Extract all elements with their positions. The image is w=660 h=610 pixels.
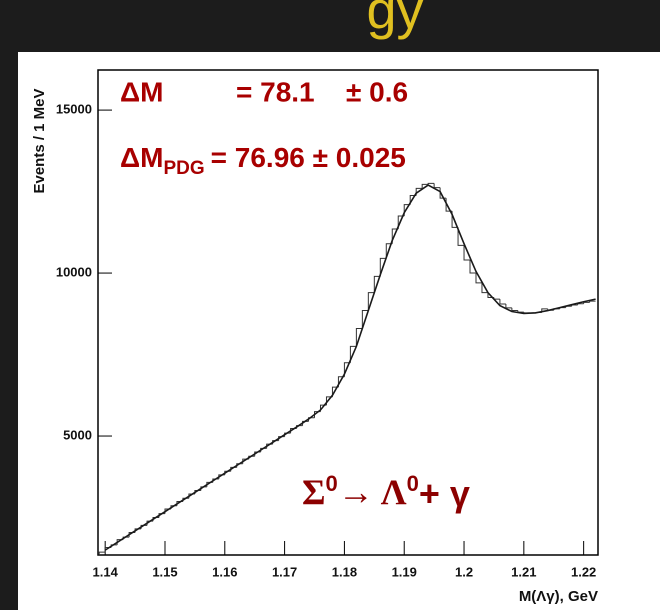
delta-m-pdg-symbol: ΔM xyxy=(120,142,163,173)
x-tick-label: 1.14 xyxy=(93,564,119,579)
marks: 1.14 1.15 1.16 1.17 1.18 1.19 1.2 1.21 1.22 5000 1… xyxy=(56,102,596,580)
histogram-bin xyxy=(98,551,106,555)
delta-m-pdg: ΔMPDG = 76.96 ± 0.025 xyxy=(120,142,406,179)
decay-part: + γ xyxy=(419,473,470,514)
histogram-bin xyxy=(373,275,381,293)
histogram-bin xyxy=(421,183,429,189)
histogram-bin xyxy=(385,243,393,259)
histogram-bin xyxy=(361,310,369,329)
x-tick-label: 1.21 xyxy=(511,564,536,579)
y-tick-label: 5000 xyxy=(63,427,92,442)
x-tick-label: 1.15 xyxy=(152,564,177,579)
y-axis-label: Events / 1 MeV xyxy=(31,88,48,193)
histogram-bin xyxy=(308,417,315,422)
histogram-bin xyxy=(367,292,375,311)
plot-panel xyxy=(18,52,660,610)
histogram-bin xyxy=(457,227,465,246)
histogram-bin xyxy=(355,327,363,347)
histogram-bin xyxy=(379,257,387,277)
histogram-bin xyxy=(475,273,482,284)
histogram-bin xyxy=(469,260,476,274)
decay-part: 0 xyxy=(326,471,338,496)
decay-part: → Λ xyxy=(338,472,407,512)
plot-frame xyxy=(97,69,599,556)
x-axis-label: M(Λγ), GeV xyxy=(519,588,598,605)
y-tick-label: 10000 xyxy=(56,264,92,279)
histogram-bin xyxy=(481,282,488,294)
delta-m-pdg-subscript: PDG xyxy=(163,158,204,179)
histogram-bin xyxy=(343,362,351,377)
x-tick-label: 1.22 xyxy=(571,564,596,579)
x-tick-label: 1.2 xyxy=(455,564,473,579)
x-tick-label: 1.16 xyxy=(212,564,237,579)
histogram-bin xyxy=(427,182,435,185)
x-tick-label: 1.18 xyxy=(332,564,357,579)
fit-curve xyxy=(104,184,596,551)
delta-m-pdg-value: = 76.96 ± 0.025 xyxy=(211,142,406,173)
histogram-bin xyxy=(349,345,357,363)
decay-part: Σ xyxy=(302,472,326,512)
decay-label: Σ0→ Λ0+ γ xyxy=(302,471,470,514)
x-tick-label: 1.17 xyxy=(272,564,297,579)
histogram-bin xyxy=(463,245,471,261)
delta-m-symbol: ΔM xyxy=(120,76,163,107)
delta-m-error: ± 0.6 xyxy=(346,76,408,107)
histogram-bin xyxy=(499,299,506,305)
slide-title-fragment: gy xyxy=(366,0,423,40)
delta-m-value: = 78.1 xyxy=(236,76,315,107)
histogram-bin xyxy=(511,307,518,312)
histogram-bin xyxy=(451,211,459,228)
decay-part: 0 xyxy=(407,471,419,496)
y-tick-label: 15000 xyxy=(56,102,92,117)
x-tick-label: 1.19 xyxy=(392,564,417,579)
